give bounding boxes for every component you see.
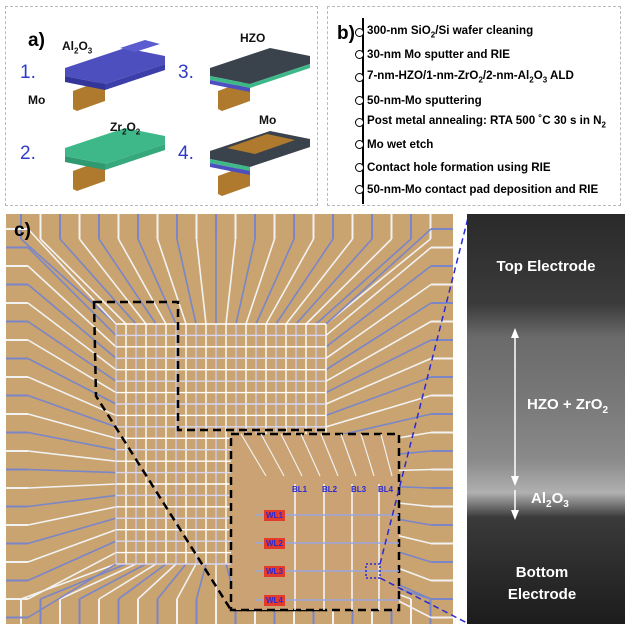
hzo-zro2-label: HZO + ZrO2 (527, 396, 608, 416)
step-dot (355, 49, 364, 59)
bit-line-label: BL4 (378, 485, 394, 494)
step-dot (355, 139, 364, 149)
tem-image (467, 214, 625, 624)
top-electrode-label: Top Electrode (496, 258, 596, 275)
step-3-number: 3. (178, 62, 194, 83)
step-dot (355, 72, 364, 82)
step-dot (355, 95, 364, 105)
process-step: 7-nm-HZO/1-nm-ZrO2/2-nm-Al2O3 ALD (355, 69, 574, 85)
crossbar-micrograph: c) BL1 BL2 BL3 BL4 WL1 WL2 WL3 WL4 (6, 214, 453, 624)
mo-bottom-label: Mo (28, 93, 46, 107)
process-steps-illustration (65, 40, 310, 196)
step-dot (355, 162, 364, 172)
process-step: 50-nm-Mo contact pad deposition and RIE (355, 182, 598, 196)
step-1-number: 1. (20, 62, 36, 83)
bottom-electrode-label-1: Bottom (515, 564, 569, 581)
cell-highlight (365, 563, 381, 579)
bit-line-label: BL3 (351, 485, 367, 494)
tem-cross-section: Top Electrode HZO + ZrO2 Al2O3 Bottom El… (467, 214, 625, 624)
process-step: 300-nm SiO2/Si wafer cleaning (355, 24, 533, 40)
zr2o2-label: Zr2O2 (110, 120, 141, 137)
crossbar-layout (6, 214, 453, 624)
word-line-label: WL3 (264, 566, 285, 577)
step-dot (355, 27, 364, 37)
panel-a-frame (5, 6, 318, 206)
panel-c-label: c) (14, 220, 31, 241)
step2-stack (65, 128, 165, 191)
process-step: 50-nm-Mo sputtering (355, 93, 482, 107)
process-step: Contact hole formation using RIE (355, 160, 551, 174)
process-step: Mo wet etch (355, 137, 433, 151)
bit-line-label: BL2 (322, 485, 338, 494)
al2o3-label: Al2O3 (62, 39, 93, 56)
process-step: Post metal annealing: RTA 500 ˚C 30 s in… (355, 114, 606, 130)
step-2-number: 2. (20, 143, 36, 164)
step1-stack (65, 40, 165, 111)
bit-line-label: BL1 (292, 485, 308, 494)
process-timeline (362, 18, 364, 204)
step-dot (355, 117, 364, 127)
step-dot (355, 184, 364, 194)
panel-b-label: b) (337, 23, 355, 44)
zoom-inset-frame (229, 432, 401, 612)
step3-stack (210, 48, 310, 111)
panel-a-label: a) (28, 30, 45, 51)
al2o3-tem-label: Al2O3 (531, 490, 569, 510)
word-line-label: WL4 (264, 595, 285, 606)
word-line-label: WL2 (264, 538, 285, 549)
mo-top-label: Mo (259, 113, 277, 127)
hzo-label: HZO (240, 31, 266, 45)
process-step: 30-nm Mo sputter and RIE (355, 47, 510, 61)
bottom-electrode-label-2: Electrode (507, 586, 577, 603)
step4-stack (210, 131, 310, 196)
word-line-label: WL1 (264, 510, 285, 521)
step-4-number: 4. (178, 143, 194, 164)
panel-b-frame (327, 6, 621, 206)
